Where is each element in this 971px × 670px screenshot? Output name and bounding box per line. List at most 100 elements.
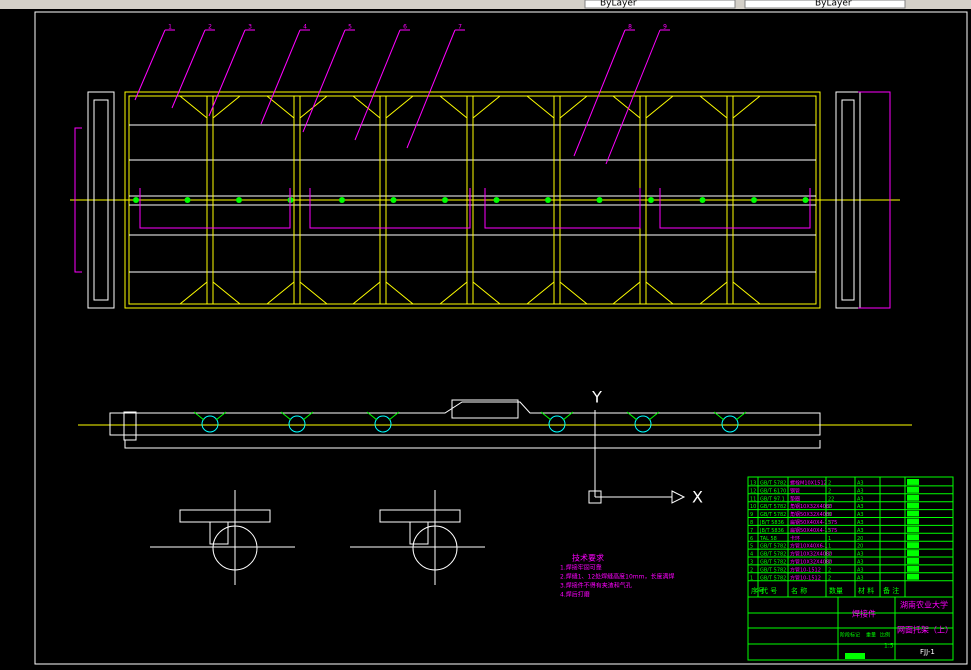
brace: [526, 281, 555, 305]
bom-cell: GB/T 5782: [760, 480, 786, 486]
brace: [179, 95, 208, 119]
clamp-arm: [540, 411, 574, 421]
leader: [208, 29, 246, 117]
dim-line: [484, 188, 641, 229]
bom-cell: TAL 58: [759, 536, 777, 542]
bom-cell: GB/T 97.1: [760, 496, 785, 502]
bolt-hole: [596, 197, 603, 203]
bolt-hole: [133, 197, 139, 203]
tube-clamp: [634, 415, 652, 433]
front-end: [123, 411, 137, 441]
bom-cell: 方管10-1512: [790, 566, 821, 573]
bom-cell: 9: [750, 512, 753, 518]
clamp-arm: [626, 411, 660, 421]
right-view-inner: [841, 99, 855, 301]
front-outline: [109, 401, 821, 436]
brace: [472, 281, 501, 305]
leader: [406, 29, 456, 149]
bolt-hole: [699, 197, 706, 203]
school: 湖南农业大学: [900, 600, 948, 610]
bom-cell: A3: [857, 567, 864, 573]
bom-cell: 钢管: [790, 487, 800, 494]
bom-header: 数量: [829, 586, 843, 595]
dim-line: [139, 188, 291, 229]
brace: [612, 281, 641, 305]
bom-cell: A3: [857, 552, 864, 558]
bom-cell: 20: [857, 536, 863, 542]
right-dim: [858, 91, 891, 309]
balloon-number: 1: [168, 24, 172, 31]
front-dim: [124, 440, 821, 449]
bom-cell: 2: [828, 559, 831, 565]
brace: [212, 281, 241, 305]
drawing-name: 网面托架（上）: [897, 625, 953, 635]
toolbar: [0, 0, 971, 9]
balloon-number: 7: [458, 24, 462, 31]
bom-cell: GB/T 5782: [760, 544, 786, 550]
tech-note: 2.焊缝1、12处焊缝高度10mm，长度满焊: [560, 573, 675, 581]
color-combo[interactable]: [584, 0, 736, 9]
bom-cell: A3: [857, 528, 864, 534]
brace: [179, 281, 208, 305]
crossbar: [379, 95, 387, 305]
brace: [385, 95, 414, 119]
bom-cell: 2: [828, 567, 831, 573]
section-bracket: [209, 521, 229, 545]
balloon-number: 8: [628, 24, 632, 31]
bom-cell: 方管10X32X4080: [790, 551, 832, 558]
bolt-hole: [751, 197, 757, 203]
brace: [732, 95, 761, 119]
bolt-hole: [648, 197, 654, 203]
scale: 1:5: [884, 643, 894, 650]
bom-header: 备 注: [883, 586, 899, 595]
bom-cell: 1: [828, 544, 831, 550]
crossbar: [293, 95, 301, 305]
bom-cell: A3: [857, 575, 864, 581]
bom-cell: GB/T 6170: [760, 488, 786, 494]
clamp-arm: [366, 411, 400, 421]
clamp-arm: [713, 411, 747, 421]
balloon-number: 2: [208, 24, 212, 31]
tech-note: 1.焊接牢固可靠: [560, 564, 602, 572]
leader: [260, 29, 301, 125]
brace: [526, 95, 555, 119]
bom-cell: 螺栓M10X1512: [790, 479, 827, 486]
bom-mark: [907, 542, 919, 549]
bom-cell: 5: [828, 520, 831, 526]
tube-clamp: [288, 415, 306, 433]
brace: [645, 95, 674, 119]
bom-cell: 22: [828, 496, 834, 502]
bom-cell: A3: [857, 520, 864, 526]
bom-cell: 垫圈: [790, 495, 800, 502]
bom-cell: 10: [750, 504, 756, 510]
bom-cell: 2: [828, 575, 831, 581]
bom-cell: 8: [750, 520, 753, 526]
linetype-combo[interactable]: [744, 0, 906, 9]
brace: [699, 281, 728, 305]
brace: [352, 95, 381, 119]
linetype-combo-text: ByLayer: [815, 0, 852, 9]
axis-y-label: Y: [591, 388, 602, 407]
bom-cell: 角钢10X32X4080: [790, 503, 832, 510]
tube-clamp: [374, 415, 392, 433]
clamp-arm: [193, 411, 227, 421]
bom-mark: [907, 479, 919, 485]
bom-mark: [907, 486, 919, 493]
right-view: [835, 91, 861, 309]
bom-mark: [907, 518, 919, 525]
tech-note: 3.焊接件不得有夹渣和气孔: [560, 582, 632, 590]
brace: [612, 95, 641, 119]
left-dim: [74, 127, 82, 273]
bolt-hole: [442, 197, 448, 203]
brace: [385, 281, 414, 305]
bom-cell: A3: [857, 512, 864, 518]
balloon-number: 6: [403, 24, 407, 31]
balloon-number: 3: [248, 24, 252, 31]
bom-cell: A3: [857, 504, 864, 510]
tube-clamp: [548, 415, 566, 433]
bom-mark: [907, 494, 919, 501]
bom-cell: GB/T 5782: [760, 575, 786, 581]
bom-cell: 3: [750, 559, 753, 565]
bom-cell: 2: [828, 504, 831, 510]
